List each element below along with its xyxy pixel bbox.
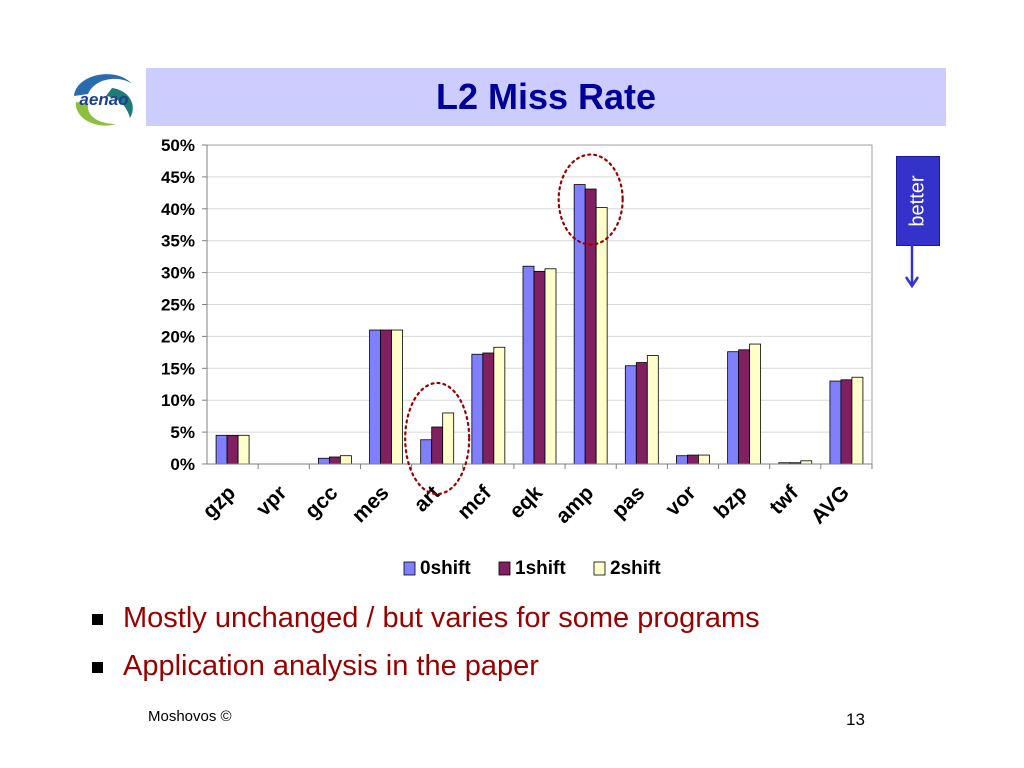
bar-0shift-gzp [215,434,228,465]
bar-2shift-pas [646,355,659,465]
bullet-item: Application analysis in the paper [92,642,972,690]
bar-0shift-mes [369,329,381,465]
bar-0shift-mcf [471,353,484,465]
bar-0shift-AVG [829,380,842,465]
x-tick-label: gzp [198,481,240,523]
logo-swirl-blue [74,74,132,96]
y-tick-label: 5% [170,423,195,442]
bar-2shift-mcf [493,346,506,465]
bar-0shift-art [420,439,433,465]
x-tick-label: twf [765,481,803,519]
title-bar: L2 Miss Rate [146,68,946,126]
bar-0shift-bzp [727,351,740,465]
logo-text: aenao [79,90,128,109]
footer-author: Moshovos © [148,708,232,725]
highlight-ellipse-art [404,381,471,496]
x-tick-label: amp [551,481,598,528]
x-tick-label: mes [348,481,394,527]
aenao-logo: aenao [66,68,142,130]
better-label-box: better [896,156,940,246]
bar-0shift-pas [624,365,637,465]
slide-title: L2 Miss Rate [435,76,657,117]
x-tick-label: pas [607,481,649,523]
x-tick-label: bzp [710,481,752,523]
legend-swatch [593,561,606,576]
bar-2shift-amp [595,207,608,465]
highlight-ellipse-amp [557,153,624,246]
bar-2shift-gzp [237,434,250,465]
logo-swirl-teal [106,88,133,118]
logo-swirl-green [75,102,116,126]
legend-swatch [498,561,511,576]
page-number: 13 [846,710,865,729]
annotations [404,153,624,496]
bullet-list: Mostly unchanged / but varies for some p… [92,594,972,690]
legend-label: 2shift [610,558,661,579]
y-tick-label: 45% [161,168,195,187]
bar-1shift-mcf [482,352,495,465]
bar-2shift-vor [698,454,710,465]
bar-1shift-amp [584,188,597,465]
bar-1shift-pas [635,362,648,465]
y-tick-label: 10% [161,391,195,410]
bar-1shift-mes [380,329,392,465]
y-tick-label: 15% [161,359,195,378]
bar-1shift-art [431,426,444,465]
y-tick-label: 35% [161,232,195,251]
x-tick-label: vor [661,481,700,520]
better-arrow-icon [904,244,920,289]
bar-2shift-bzp [749,343,762,465]
bar-1shift-vor [687,454,699,465]
bar-0shift-vor [676,455,688,465]
bar-1shift-bzp [738,349,751,465]
y-tick-label: 20% [161,327,195,346]
legend-label: 1shift [515,558,566,579]
bullet-square-icon [92,613,103,625]
legend: 0shift 1shift 2shift [403,558,661,579]
bar-2shift-gcc [339,455,352,465]
bar-2shift-AVG [851,376,864,465]
legend-label: 0shift [420,558,471,579]
y-tick-labels: 0% 5% 10% 15% 20% 25% 30% 35% 40% 45% 50% [161,136,195,474]
x-tick-label: gcc [301,481,343,523]
bullet-square-icon [92,661,103,673]
bars [215,184,864,465]
x-tick-label: art [409,481,444,516]
bullet-text: Application analysis in the paper [123,649,539,682]
miss-rate-chart: 0% 5% 10% 15% 20% 25% 30% 35% 40% 45% 50% gzp vpr gc… [161,136,873,579]
x-tick-label: AVG [807,481,854,528]
x-tick-labels: gzp vpr gcc mes art mcf eqk amp pas vor bzp twf AVG [198,481,854,529]
y-tick-label: 40% [161,200,195,219]
x-tick-label: vpr [252,481,291,520]
bar-2shift-eqk [544,268,557,465]
x-tick-label: eqk [505,481,547,523]
bar-0shift-eqk [522,265,535,465]
legend-swatch [403,561,416,576]
y-tick-label: 0% [170,455,195,474]
better-label: better [906,175,929,227]
bar-2shift-art [442,412,455,465]
y-tick-label: 50% [161,136,195,155]
bar-1shift-AVG [840,379,853,465]
bar-2shift-mes [391,329,403,465]
y-tick-label: 30% [161,264,195,283]
bar-0shift-amp [573,184,586,465]
bar-0shift-gcc [317,457,330,465]
bullet-item: Mostly unchanged / but varies for some p… [92,594,972,642]
bar-1shift-gcc [328,456,341,465]
x-tick-label: mcf [453,481,496,524]
bar-1shift-eqk [533,270,546,465]
y-tick-label: 25% [161,296,195,315]
bar-1shift-gzp [226,434,239,465]
bullet-text: Mostly unchanged / but varies for some p… [123,601,760,634]
axes [202,144,873,469]
